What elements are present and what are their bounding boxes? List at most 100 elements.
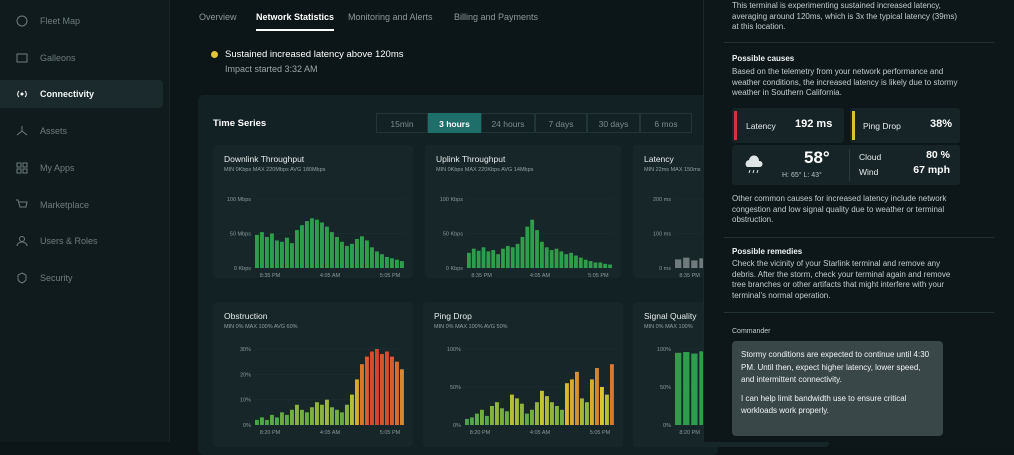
nav-item[interactable]: My Apps — [0, 154, 163, 182]
bar — [285, 237, 289, 268]
bar — [385, 351, 389, 425]
bar — [280, 241, 284, 268]
bar — [470, 417, 474, 425]
metric-card: Latency 192 ms — [732, 108, 844, 143]
bar — [310, 218, 314, 268]
range-button[interactable]: 30 days — [587, 113, 640, 133]
range-button[interactable]: 3 hours — [428, 113, 481, 133]
nav-label: Connectivity — [40, 89, 95, 99]
range-button[interactable]: 15min — [376, 113, 428, 133]
y-tick-label: 30% — [240, 347, 251, 353]
bar — [270, 233, 274, 268]
nav-item[interactable]: Galleons — [0, 44, 163, 72]
bar — [575, 371, 579, 425]
y-tick-label: 0 Kbps — [234, 266, 251, 272]
x-tick-label: 8:20 PM — [470, 430, 491, 436]
bar — [683, 257, 690, 268]
bar — [385, 256, 389, 268]
bar — [535, 402, 539, 425]
alert-dot — [211, 51, 218, 58]
mini-chart: 0% 10% 20% 30% 8:20 PM 4:05 AM 5:05 PM — [240, 347, 405, 436]
tab[interactable]: Monitoring and Alerts — [348, 12, 433, 22]
bar — [564, 254, 569, 268]
nav-label: Assets — [40, 126, 68, 136]
alert: Sustained increased latency above 120ms … — [198, 38, 690, 84]
bar — [360, 236, 364, 268]
bar — [325, 226, 329, 268]
x-tick-label: 5:05 PM — [380, 430, 401, 436]
bar — [530, 409, 534, 425]
bar — [255, 419, 259, 425]
nav-item[interactable]: Fleet Map — [0, 7, 163, 35]
y-tick-label: 0 ms — [659, 266, 671, 272]
bar — [345, 245, 349, 268]
bar — [500, 408, 504, 425]
x-tick-label: 8:35 PM — [679, 273, 700, 278]
bar — [520, 236, 525, 268]
nav-item[interactable]: Security — [0, 264, 163, 292]
bar — [574, 255, 578, 268]
tab[interactable]: Network Statistics — [256, 12, 335, 22]
paragraph: Check the vicinity of your Starlink term… — [732, 259, 951, 300]
chart-stats: MIN 0Kbps MAX 220Kbps AVG 14Mbps — [436, 167, 534, 173]
bar — [559, 251, 564, 268]
bar — [691, 260, 698, 268]
chart-title: Ping Drop — [434, 311, 472, 321]
bar — [360, 364, 364, 425]
bar — [510, 394, 514, 425]
bar — [320, 222, 324, 268]
chart-title: Downlink Throughput — [224, 154, 305, 164]
bar — [540, 241, 544, 268]
x-tick-label: 8:35 PM — [471, 273, 492, 278]
range-button[interactable]: 6 mos — [640, 113, 692, 133]
bar — [549, 250, 554, 268]
y-tick-label: 100% — [447, 347, 461, 353]
bar — [520, 403, 524, 425]
chart-stats: MIN 0% MAX 100% — [644, 324, 693, 330]
metric-label: Ping Drop — [863, 121, 901, 131]
y-tick-label: 0% — [453, 423, 461, 429]
x-tick-label: 5:05 PM — [588, 273, 609, 278]
nav-label: Users & Roles — [40, 236, 98, 246]
range-button[interactable]: 7 days — [535, 113, 587, 133]
bar — [370, 247, 374, 268]
bar — [505, 245, 510, 268]
bar — [605, 394, 609, 425]
chart-card: Downlink Throughput MIN 0Kbps MAX 220Mbps… — [213, 145, 413, 278]
bar — [310, 407, 314, 425]
x-tick-label: 5:05 PM — [590, 430, 611, 436]
bar — [535, 230, 539, 268]
bar — [600, 387, 604, 425]
nav-item[interactable]: Marketplace — [0, 191, 163, 219]
divider — [724, 237, 994, 238]
bar — [467, 252, 471, 268]
bar — [515, 243, 520, 268]
section-title: Time Series — [213, 118, 267, 129]
nav-label: My Apps — [40, 163, 75, 173]
bar — [350, 394, 354, 425]
alert-title: Sustained increased latency above 120ms — [225, 49, 404, 60]
bar — [370, 351, 374, 425]
nav-item[interactable]: Users & Roles — [0, 227, 163, 255]
bar — [570, 379, 574, 425]
tab[interactable]: Overview — [199, 12, 237, 22]
bar — [578, 257, 583, 268]
bar — [375, 251, 379, 268]
bar — [540, 390, 544, 425]
y-tick-label: 100 Kbps — [440, 197, 463, 203]
nav-item[interactable]: Assets — [0, 117, 163, 145]
tab[interactable]: Billing and Payments — [454, 12, 539, 22]
bar — [598, 262, 603, 268]
range-button[interactable]: 24 hours — [481, 113, 535, 133]
bar — [300, 225, 304, 268]
bar — [675, 352, 682, 425]
bar — [675, 259, 682, 268]
x-tick-label: 5:05 PM — [380, 273, 401, 278]
heading: Possible causes — [732, 54, 795, 63]
bar — [486, 251, 491, 268]
nav-item[interactable]: Connectivity — [0, 80, 163, 108]
chart-stats: MIN 0% MAX 100% AVG 50% — [434, 324, 508, 330]
chart-stats: MIN 0% MAX 100% AVG 60% — [224, 324, 298, 330]
bar — [260, 417, 264, 425]
metric-label: Latency — [746, 121, 776, 131]
